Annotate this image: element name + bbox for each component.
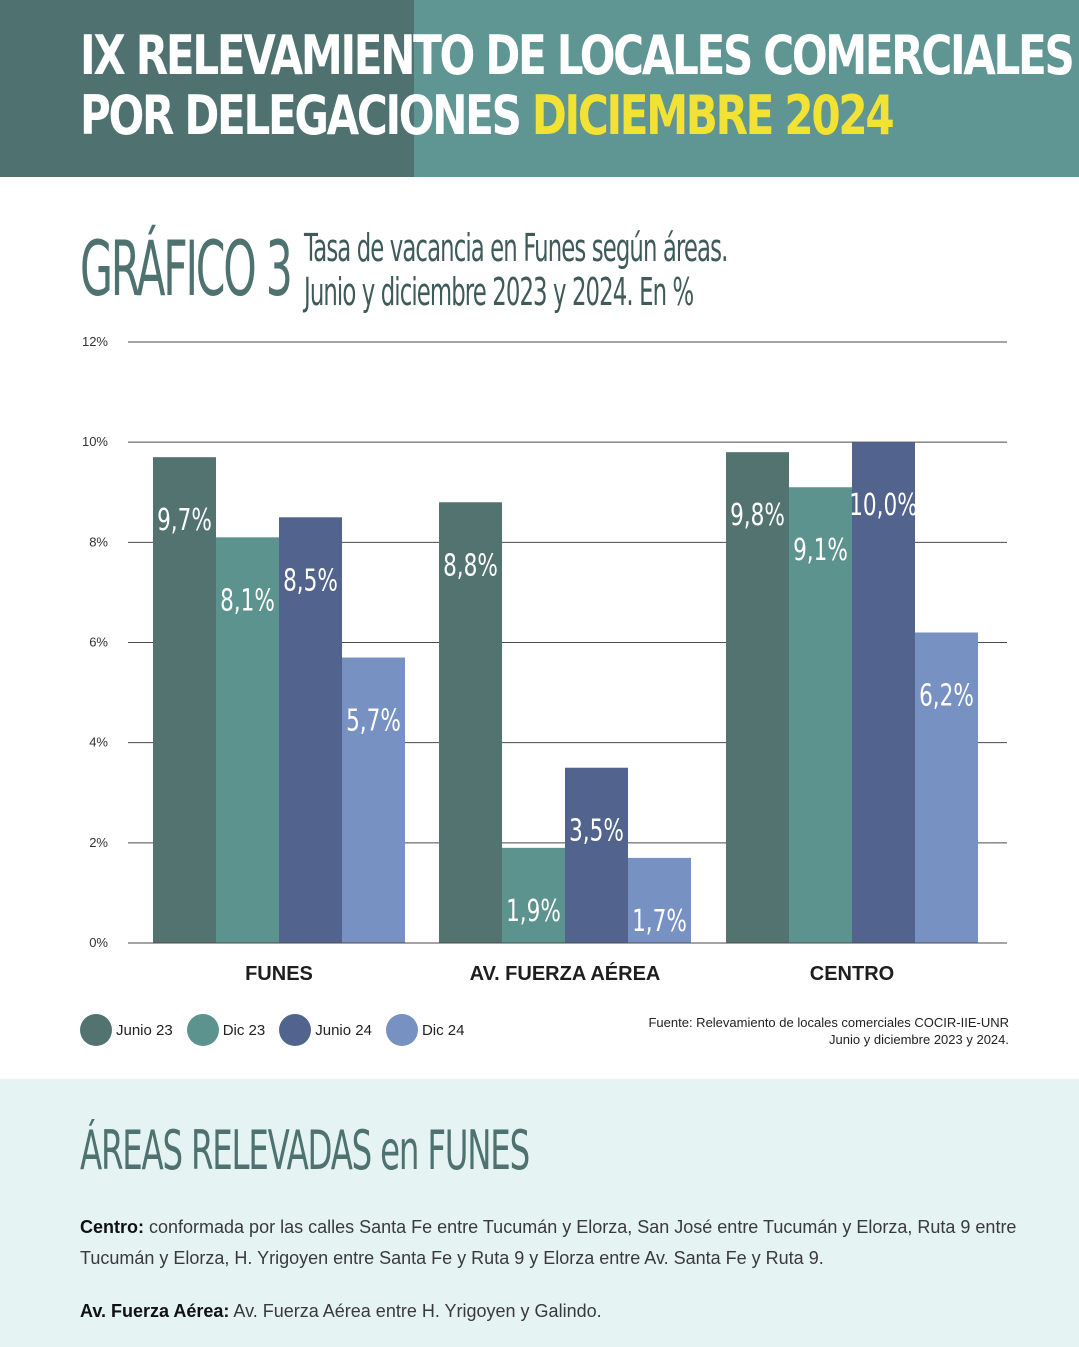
bar-centro-dic-23 xyxy=(789,487,852,943)
bar-av-fuerza-aerea-junio-23 xyxy=(439,502,502,943)
bar-centro-junio-24 xyxy=(852,442,915,943)
bar-funes-junio-24 xyxy=(279,517,342,943)
data-label-funes-dic-24: 5,7% xyxy=(346,704,401,738)
legend-label-junio-23: Junio 23 xyxy=(116,1021,173,1039)
bar-centro-dic-24 xyxy=(915,632,978,943)
areas-fuerza-text: Av. Fuerza Aérea entre H. Yrigoyen y Gal… xyxy=(229,1301,602,1321)
bar-centro-junio-23 xyxy=(726,452,789,943)
data-label-funes-junio-23: 9,7% xyxy=(157,504,212,538)
chart-subtitle-line2: Junio y diciembre 2023 y 2024. En % xyxy=(304,270,694,314)
data-label-funes-junio-24: 8,5% xyxy=(283,564,338,598)
legend-dot-dic-23 xyxy=(186,1014,219,1046)
category-label-funes: FUNES xyxy=(245,963,313,985)
chart-source: Fuente: Relevamiento de locales comercia… xyxy=(648,1014,1009,1048)
data-label-av-fuerza-aerea-junio-23: 8,8% xyxy=(443,549,498,583)
legend-dot-dic-24 xyxy=(385,1014,418,1046)
data-label-av-fuerza-aerea-dic-23: 1,9% xyxy=(506,894,561,928)
areas-heading: ÁREAS RELEVADAS en FUNES xyxy=(80,1119,530,1182)
areas-fuerza-paragraph: Av. Fuerza Aérea: Av. Fuerza Aérea entre… xyxy=(80,1296,1030,1327)
legend-item-dic-24: Dic 24 xyxy=(385,1014,465,1046)
data-label-av-fuerza-aerea-junio-24: 3,5% xyxy=(569,814,624,848)
report-title-line2-text: POR DELEGACIONES xyxy=(80,84,522,147)
areas-centro-text: conformada por las calles Santa Fe entre… xyxy=(80,1217,1017,1268)
bar-av-fuerza-aerea-junio-24 xyxy=(565,767,628,943)
page-header: IX RELEVAMIENTO DE LOCALES COMERCIALES P… xyxy=(0,0,1079,177)
report-title-line1: IX RELEVAMIENTO DE LOCALES COMERCIALES xyxy=(80,24,1075,87)
report-title-line2: POR DELEGACIONES DICIEMBRE 2024 xyxy=(80,84,895,147)
bar-funes-dic-24 xyxy=(342,657,405,943)
bar-funes-dic-23 xyxy=(216,537,279,943)
legend-label-junio-24: Junio 24 xyxy=(315,1021,372,1039)
legend-item-dic-23: Dic 23 xyxy=(186,1014,266,1046)
legend-dot-junio-24 xyxy=(279,1014,312,1046)
chart-subtitle: Tasa de vacancia en Funes según áreas. J… xyxy=(304,226,728,314)
data-label-funes-dic-23: 8,1% xyxy=(220,584,275,618)
source-line2: Junio y diciembre 2023 y 2024. xyxy=(829,1032,1009,1047)
bar-av-fuerza-aerea-dic-23 xyxy=(502,847,565,943)
report-title-highlight: DICIEMBRE 2024 xyxy=(531,84,895,147)
data-label-centro-dic-23: 9,1% xyxy=(793,534,848,568)
header-dark-block xyxy=(0,0,414,177)
source-line1: Fuente: Relevamiento de locales comercia… xyxy=(648,1015,1009,1030)
bar-chart: 0% 2% 4% 6% 8% 10% 12% 9,7% 8,1%8,5% 5,7% FUNES 8,8… xyxy=(82,334,1007,985)
areas-centro-paragraph: Centro: conformada por las calles Santa … xyxy=(80,1212,1030,1274)
legend-dot-junio-23 xyxy=(80,1014,112,1046)
bar-funes-junio-23 xyxy=(153,457,216,943)
data-label-centro-junio-24: 10,0% xyxy=(849,489,918,523)
y-tick-label: 8% xyxy=(89,534,108,549)
y-tick-label: 6% xyxy=(89,635,108,650)
report-title: IX RELEVAMIENTO DE LOCALES COMERCIALES P… xyxy=(80,24,1075,147)
legend-item-junio-24: Junio 24 xyxy=(279,1014,372,1046)
y-tick-label: 2% xyxy=(89,835,108,850)
data-label-centro-junio-23: 9,8% xyxy=(730,499,785,533)
legend-label-dic-23: Dic 23 xyxy=(222,1021,266,1039)
y-tick-label: 0% xyxy=(89,935,108,950)
category-label-av-fuerza-aerea: AV. FUERZA AÉREA xyxy=(470,962,661,985)
y-tick-label: 4% xyxy=(89,735,108,750)
bar-av-fuerza-aerea-dic-24 xyxy=(628,857,691,943)
legend-label-dic-24: Dic 24 xyxy=(421,1021,465,1039)
chart-number: GRÁFICO 3 xyxy=(80,224,293,313)
chart-legend: Junio 23 Dic 23 Junio 24 Dic 24 xyxy=(80,1014,479,1046)
chart-subtitle-line1: Tasa de vacancia en Funes según áreas. xyxy=(304,226,728,270)
areas-fuerza-label: Av. Fuerza Aérea: xyxy=(80,1301,230,1321)
category-label-centro: CENTRO xyxy=(810,963,894,985)
data-label-centro-dic-24: 6,2% xyxy=(919,679,974,713)
data-label-av-fuerza-aerea-dic-24: 1,7% xyxy=(632,904,687,938)
y-tick-label: 10% xyxy=(82,434,108,449)
legend-item-junio-23: Junio 23 xyxy=(80,1014,173,1046)
y-tick-label: 12% xyxy=(82,334,108,349)
areas-section: ÁREAS RELEVADAS en FUNES Centro: conform… xyxy=(0,1079,1079,1347)
areas-centro-label: Centro: xyxy=(80,1217,144,1237)
